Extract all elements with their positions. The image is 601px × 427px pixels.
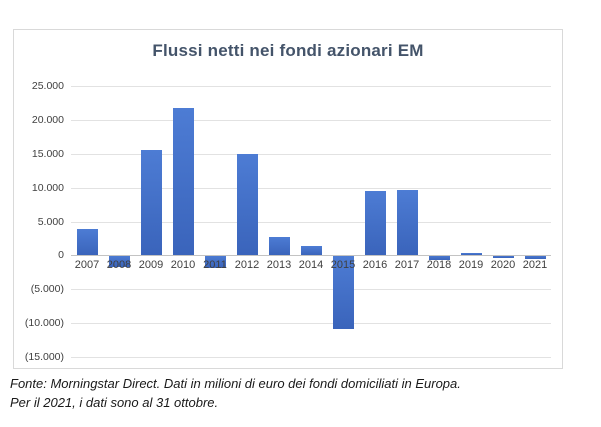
x-axis-tick-label: 2008 — [106, 259, 132, 272]
source-note-line2: Per il 2021, i dati sono al 31 ottobre. — [10, 395, 219, 410]
bar-2016 — [364, 191, 386, 256]
x-axis-tick-label: 2012 — [234, 259, 260, 272]
bar-2015 — [332, 255, 354, 330]
bar-2011 — [204, 255, 226, 268]
source-note-line1: Fonte: Morningstar Direct. Dati in milio… — [10, 376, 461, 391]
x-axis-tick-label: 2013 — [266, 259, 292, 272]
bar-2014 — [300, 245, 322, 256]
x-axis-tick-label: 2011 — [203, 259, 227, 272]
y-axis-tick-label: 5.000 — [37, 215, 64, 228]
x-axis-tick-label: 2019 — [458, 259, 484, 272]
bar-2019 — [460, 252, 482, 256]
y-axis-tick-label: 15.000 — [31, 147, 64, 160]
bar-2007 — [76, 228, 98, 256]
source-note: Fonte: Morningstar Direct. Dati in milio… — [10, 374, 570, 412]
gridline — [71, 323, 551, 325]
gridline — [71, 86, 551, 87]
bar-2008 — [108, 255, 130, 267]
gridline — [71, 357, 551, 358]
x-axis-tick-label: 2018 — [426, 259, 452, 272]
x-axis-tick-label: 2017 — [394, 259, 420, 272]
x-axis-tick-label: 2016 — [362, 259, 388, 272]
x-axis-tick-label: 2020 — [490, 259, 516, 272]
x-axis-tick-label: 2014 — [298, 259, 324, 272]
bar-2013 — [268, 237, 290, 256]
y-axis-tick-label: (5.000) — [30, 283, 64, 296]
x-axis-tick-label: 2010 — [170, 259, 196, 272]
bar-2020 — [492, 255, 514, 258]
gridline — [71, 289, 551, 291]
chart-card: Flussi netti nei fondi azionari EM 25.00… — [13, 29, 563, 369]
gridline — [71, 221, 551, 223]
gridline — [71, 153, 551, 155]
chart-title: Flussi netti nei fondi azionari EM — [152, 41, 424, 60]
y-axis-tick-label: 25.000 — [31, 80, 64, 92]
y-axis-tick-label: 10.000 — [31, 181, 64, 194]
x-axis-tick-label: 2007 — [74, 259, 100, 272]
zero-axis-line — [71, 255, 551, 257]
y-axis-tick-label: (15.000) — [24, 351, 64, 363]
y-axis-tick-label: (10.000) — [24, 317, 64, 330]
x-axis-tick-label: 2009 — [138, 259, 164, 272]
plot-area: 25.000 20.000 15.000 10.000 5.000 0 (5.000) (10… — [25, 80, 551, 363]
y-axis-tick-label: 0 — [58, 249, 64, 262]
gridline — [71, 187, 551, 189]
bar-2010 — [172, 108, 194, 256]
bar-2018 — [428, 255, 450, 261]
x-axis-tick-label: 2021 — [522, 259, 548, 272]
gridline — [71, 119, 551, 121]
bar-2021 — [524, 255, 546, 260]
bar-2017 — [396, 189, 418, 256]
bar-2009 — [140, 150, 162, 256]
bar-2012 — [236, 154, 258, 256]
y-axis-tick-label: 20.000 — [31, 113, 64, 126]
x-axis-tick-label: 2015 — [330, 259, 356, 272]
